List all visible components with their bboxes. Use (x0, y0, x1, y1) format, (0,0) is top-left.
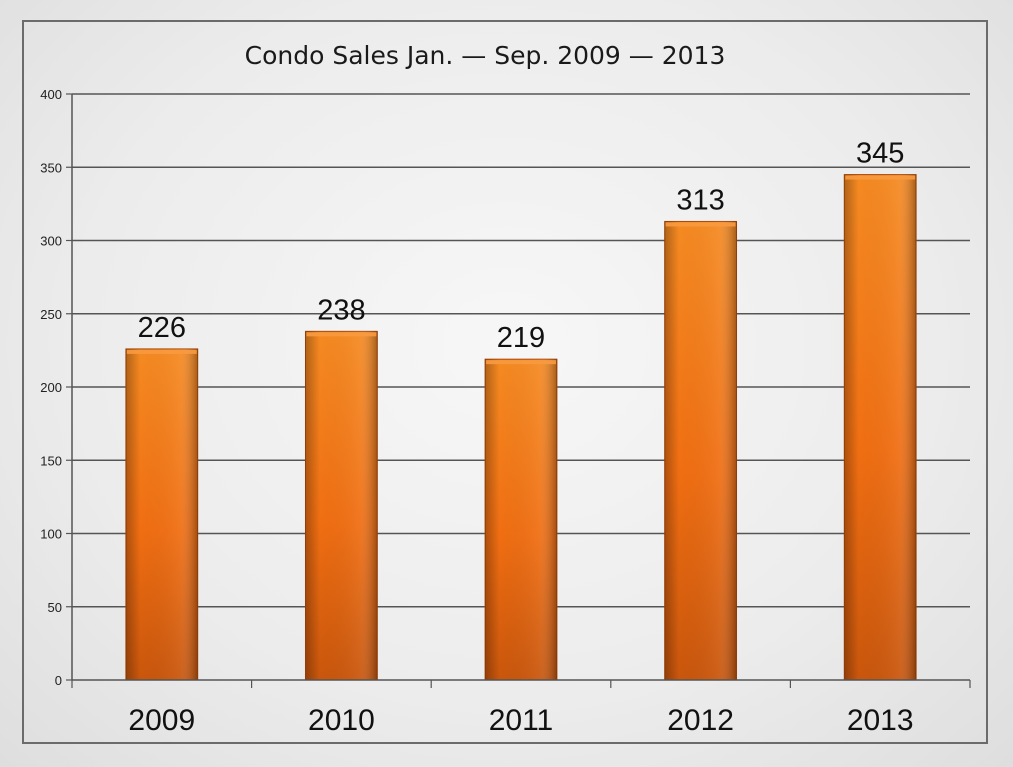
x-axis: 2009 2010 2011 2012 2013 (71, 679, 971, 737)
y-tick-label: 150 (40, 453, 62, 468)
x-tick-label: 2013 (847, 704, 914, 737)
data-labels: 226 238 219 313 345 (138, 138, 905, 355)
x-tick-label: 2009 (128, 704, 195, 737)
data-label: 345 (856, 138, 904, 170)
y-tick-label: 0 (55, 673, 62, 688)
data-label: 238 (317, 294, 365, 326)
bar-shading (485, 359, 557, 680)
bar-top-highlight (665, 222, 736, 227)
chart-panel (22, 20, 988, 744)
bar-group (304, 330, 378, 681)
bar-shading (125, 348, 198, 680)
chart-title: Condo Sales Jan. — Sep. 2009 — 2013 (245, 41, 726, 70)
bar-top-highlight (486, 360, 556, 365)
x-tick-label: 2012 (667, 704, 734, 737)
y-tick-label: 200 (40, 380, 62, 395)
data-label: 313 (676, 184, 724, 216)
bar-shading (844, 174, 917, 680)
bars (125, 174, 917, 681)
gridlines (72, 93, 970, 608)
y-tick-label: 400 (40, 87, 62, 102)
y-tick-label: 250 (40, 307, 62, 322)
bar-top-highlight (306, 332, 377, 337)
bar-shading (664, 221, 737, 680)
data-label: 226 (138, 312, 186, 344)
y-tick-label: 350 (40, 160, 62, 175)
bar-group (484, 358, 558, 681)
bar-group (125, 348, 199, 681)
bar-group (843, 174, 917, 681)
bar-shading (305, 331, 378, 680)
x-tick-label: 2010 (308, 704, 375, 737)
bar-top-highlight (126, 349, 197, 354)
data-label: 219 (497, 322, 545, 354)
bar-top-highlight (845, 175, 916, 180)
bar-group (664, 220, 738, 681)
x-tick-label: 2011 (489, 704, 554, 737)
y-tick-label: 50 (48, 600, 62, 615)
y-tick-label: 100 (40, 527, 62, 542)
y-axis: 0 50 100 150 200 250 300 350 400 (40, 87, 73, 688)
y-tick-label: 300 (40, 234, 62, 249)
